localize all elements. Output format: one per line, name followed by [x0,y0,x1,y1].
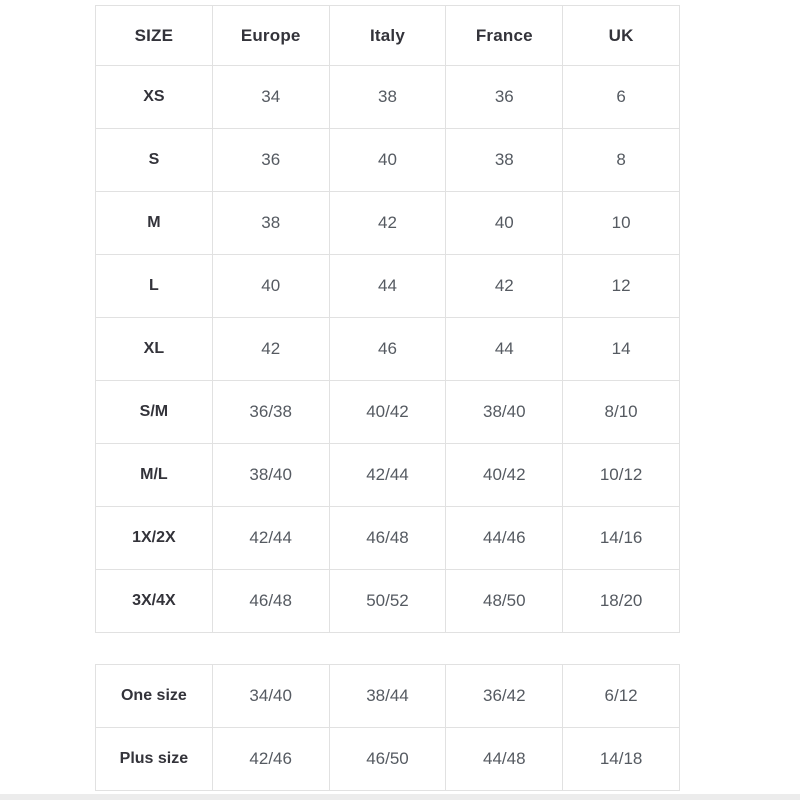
size-label-cell: 3X/4X [95,569,213,633]
column-header-europe: Europe [211,5,330,66]
size-value-cell: 12 [562,254,680,318]
size-value-cell: 34 [211,65,330,129]
size-label-cell: XS [95,65,213,129]
size-row-1x2x: 1X/2X 42/44 46/48 44/46 14/16 [95,506,680,570]
size-value-cell: 10/12 [562,443,680,507]
size-value-cell: 36/42 [445,664,564,728]
header-row: SIZE Europe Italy France UK [95,5,680,66]
size-label-cell: M/L [95,443,213,507]
column-header-size: SIZE [95,5,213,66]
table-gap [95,633,680,664]
size-row-xs: XS 34 38 36 6 [95,65,680,129]
size-row-sm: S/M 36/38 40/42 38/40 8/10 [95,380,680,444]
size-value-cell: 14/16 [562,506,680,570]
size-value-cell: 46/48 [328,506,447,570]
column-header-uk: UK [562,5,680,66]
size-label-cell: 1X/2X [95,506,213,570]
size-value-cell: 8/10 [562,380,680,444]
size-row-3x4x: 3X/4X 46/48 50/52 48/50 18/20 [95,569,680,633]
size-value-cell: 42 [445,254,564,318]
size-value-cell: 40 [445,191,564,255]
bottom-divider [0,794,800,800]
size-row-l: L 40 44 42 12 [95,254,680,318]
size-value-cell: 50/52 [328,569,447,633]
size-value-cell: 14 [562,317,680,381]
size-value-cell: 42/46 [211,727,330,791]
size-row-plus-size: Plus size 42/46 46/50 44/48 14/18 [95,727,680,791]
size-value-cell: 38/40 [211,443,330,507]
size-label-cell: Plus size [95,727,213,791]
size-value-cell: 38/44 [328,664,447,728]
size-value-cell: 46 [328,317,447,381]
size-value-cell: 46/48 [211,569,330,633]
size-label-cell: M [95,191,213,255]
size-row-s: S 36 40 38 8 [95,128,680,192]
size-value-cell: 44/46 [445,506,564,570]
size-value-cell: 38/40 [445,380,564,444]
size-value-cell: 36/38 [211,380,330,444]
size-value-cell: 38 [211,191,330,255]
size-row-xl: XL 42 46 44 14 [95,317,680,381]
column-header-france: France [445,5,564,66]
size-value-cell: 42 [328,191,447,255]
size-value-cell: 46/50 [328,727,447,791]
size-value-cell: 34/40 [211,664,330,728]
column-header-italy: Italy [328,5,447,66]
size-value-cell: 38 [328,65,447,129]
size-value-cell: 48/50 [445,569,564,633]
size-value-cell: 6 [562,65,680,129]
size-value-cell: 44 [445,317,564,381]
size-label-cell: S [95,128,213,192]
size-value-cell: 42/44 [328,443,447,507]
size-value-cell: 40/42 [328,380,447,444]
size-chart: SIZE Europe Italy France UK XS 34 38 36 … [95,5,680,791]
size-value-cell: 36 [211,128,330,192]
size-row-ml: M/L 38/40 42/44 40/42 10/12 [95,443,680,507]
size-value-cell: 42 [211,317,330,381]
size-value-cell: 8 [562,128,680,192]
size-label-cell: One size [95,664,213,728]
size-conversion-table: SIZE Europe Italy France UK XS 34 38 36 … [95,5,680,633]
size-value-cell: 10 [562,191,680,255]
size-row-one-size: One size 34/40 38/44 36/42 6/12 [95,664,680,728]
size-label-cell: S/M [95,380,213,444]
size-value-cell: 44/48 [445,727,564,791]
size-label-cell: L [95,254,213,318]
size-label-cell: XL [95,317,213,381]
size-value-cell: 18/20 [562,569,680,633]
size-value-cell: 36 [445,65,564,129]
size-row-m: M 38 42 40 10 [95,191,680,255]
size-value-cell: 44 [328,254,447,318]
special-size-table: One size 34/40 38/44 36/42 6/12 Plus siz… [95,664,680,791]
size-value-cell: 6/12 [562,664,680,728]
size-value-cell: 14/18 [562,727,680,791]
size-value-cell: 40 [211,254,330,318]
size-value-cell: 42/44 [211,506,330,570]
size-value-cell: 38 [445,128,564,192]
size-value-cell: 40 [328,128,447,192]
size-value-cell: 40/42 [445,443,564,507]
